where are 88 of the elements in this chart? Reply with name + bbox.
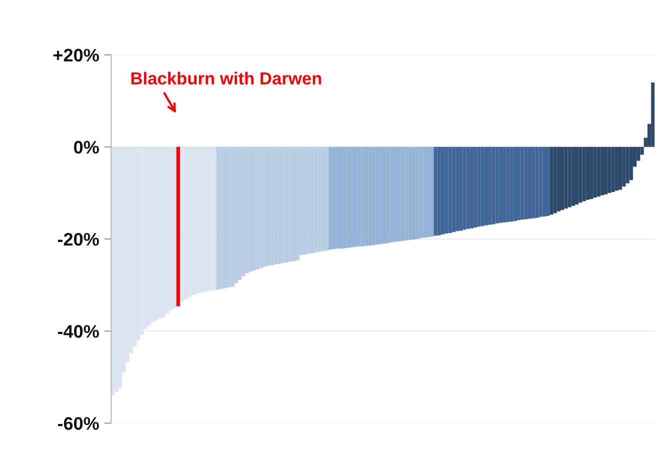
- bar: [162, 146, 166, 318]
- bar: [608, 146, 612, 193]
- bar: [205, 146, 210, 292]
- bar: [477, 146, 481, 227]
- bar: [586, 146, 590, 200]
- bar: [480, 146, 484, 226]
- bar: [560, 146, 564, 210]
- bar: [397, 146, 402, 242]
- bar: [220, 146, 224, 289]
- bar: [430, 146, 434, 237]
- bar: [578, 146, 582, 203]
- bar: [190, 146, 195, 296]
- bar: [212, 146, 216, 290]
- bar: [532, 146, 536, 218]
- bar: [452, 146, 456, 232]
- bar: [180, 146, 184, 302]
- bar: [498, 146, 503, 223]
- bar: [574, 146, 579, 204]
- bar: [462, 146, 466, 230]
- bar: [382, 146, 387, 244]
- annotation: Blackburn with Darwen: [131, 72, 322, 85]
- bar: [440, 146, 445, 234]
- bar: [553, 146, 557, 214]
- bar: [589, 146, 594, 199]
- bar: [147, 146, 152, 326]
- bar: [339, 146, 344, 249]
- bar: [310, 146, 314, 254]
- bar: [466, 146, 470, 229]
- bar: [611, 146, 615, 192]
- bar: [542, 146, 546, 216]
- y-tick-label: -60%: [58, 417, 99, 430]
- bar: [484, 146, 488, 226]
- bar: [582, 146, 586, 202]
- bar: [571, 146, 575, 206]
- bar: [593, 146, 597, 198]
- bar: [510, 146, 514, 222]
- bar: [474, 146, 478, 228]
- bar: [216, 146, 220, 290]
- bar: [437, 146, 441, 236]
- y-tick-label: 0%: [74, 140, 99, 154]
- bar: [556, 146, 560, 212]
- bar: [412, 146, 416, 240]
- bar: [604, 146, 608, 194]
- bar: [564, 146, 568, 209]
- bar: [172, 146, 176, 308]
- bar: [614, 146, 618, 191]
- bar: [488, 146, 492, 225]
- bar: [502, 146, 506, 222]
- bar: [524, 146, 528, 220]
- bar: [596, 146, 600, 197]
- bar: [234, 146, 238, 284]
- bar: [426, 146, 430, 238]
- bar: [513, 146, 518, 222]
- bar: [459, 146, 463, 231]
- bar: [538, 146, 542, 217]
- bar: [626, 146, 630, 184]
- bar: [506, 146, 510, 222]
- bar: [528, 146, 532, 219]
- bar: [535, 146, 539, 218]
- bar: [618, 146, 622, 190]
- bar: [495, 146, 499, 224]
- bar: [354, 146, 358, 247]
- bar: [651, 82, 655, 147]
- bar: [492, 146, 496, 224]
- bar: [324, 146, 329, 251]
- bar: [629, 146, 633, 180]
- bar: [118, 146, 122, 388]
- bar: [568, 146, 572, 208]
- bar: [470, 146, 474, 228]
- bar: [248, 146, 253, 272]
- bar: [176, 146, 180, 306]
- bar: [550, 146, 554, 215]
- bar: [448, 146, 452, 234]
- bar: [517, 146, 521, 220]
- y-tick-label: +20%: [53, 48, 99, 62]
- bar: [296, 146, 300, 260]
- bar: [263, 146, 268, 267]
- bar: [520, 146, 524, 220]
- y-tick-label: -40%: [58, 325, 99, 338]
- bar: [328, 146, 332, 250]
- bar: [444, 146, 448, 234]
- bar: [455, 146, 460, 232]
- bar: [622, 146, 626, 187]
- y-tick-label: -20%: [58, 232, 99, 246]
- bar: [546, 146, 550, 216]
- bar: [600, 146, 604, 196]
- bar: [434, 146, 438, 236]
- bar: [368, 146, 372, 246]
